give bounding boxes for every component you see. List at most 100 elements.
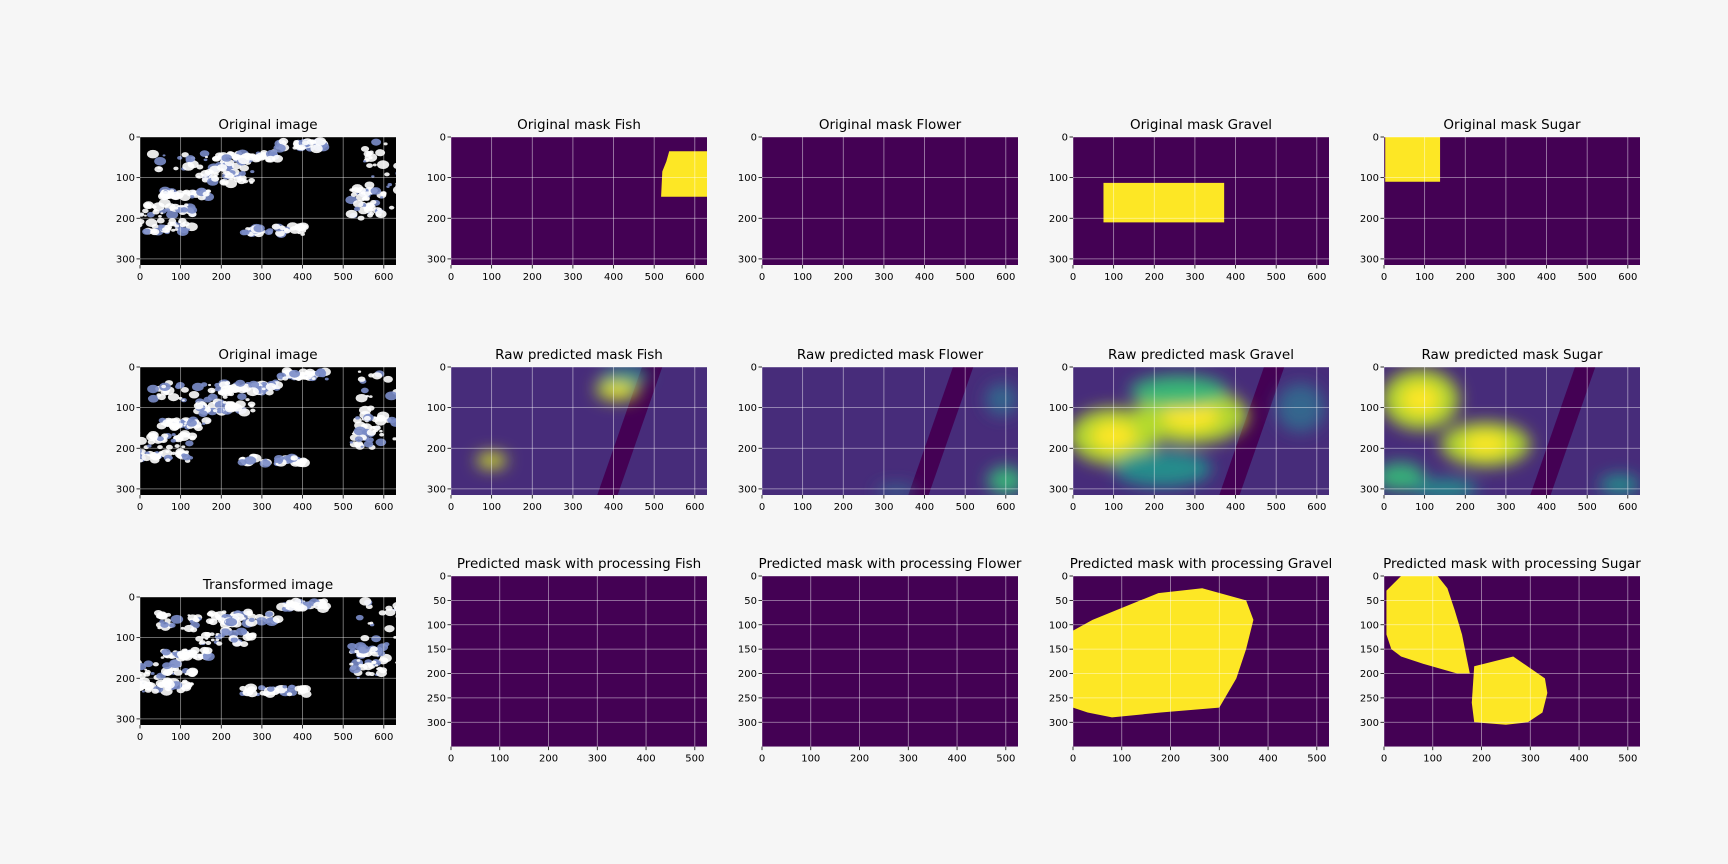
y-tick-label: 300	[116, 714, 135, 725]
cloud-patch	[368, 373, 374, 378]
cloud-patch	[358, 206, 369, 215]
cloud-patch	[123, 226, 133, 233]
x-tick-label: 300	[1496, 272, 1515, 283]
cloud-patch	[126, 205, 135, 211]
cloud-patch	[202, 422, 206, 425]
x-tick-label: 200	[212, 272, 231, 283]
cloud-patch	[154, 166, 164, 173]
cloud-patch	[284, 228, 291, 234]
cloud-patch	[116, 435, 128, 444]
cloud-patch	[401, 398, 406, 402]
y-tick-label: 300	[738, 254, 757, 265]
x-tick-label: 500	[645, 502, 664, 513]
cloud-patch	[142, 228, 151, 235]
cloud-patch	[212, 409, 218, 413]
cloud-patch	[169, 221, 177, 227]
x-tick-label: 0	[1070, 502, 1076, 513]
cloud-patch	[164, 208, 171, 212]
cloud-patch	[134, 225, 140, 229]
y-tick-label: 100	[427, 173, 446, 184]
cloud-patch	[185, 155, 196, 163]
y-tick-label: 0	[1373, 133, 1379, 144]
x-tick-label: 100	[171, 502, 190, 513]
cloud-patch	[250, 170, 255, 174]
cloud-patch	[369, 671, 375, 677]
cloud-patch	[369, 621, 374, 625]
x-tick-label: 600	[374, 502, 393, 513]
x-tick-label: 200	[212, 732, 231, 743]
cloud-patch	[140, 456, 141, 458]
cloud-patch	[395, 395, 396, 399]
subplot-title: Predicted mask with processing Sugar	[1383, 556, 1641, 572]
y-tick-label: 100	[1360, 403, 1379, 414]
y-tick-label: 150	[1049, 645, 1068, 656]
cloud-patch	[375, 209, 387, 219]
y-tick-label: 100	[116, 633, 135, 644]
cloud-patch	[180, 227, 189, 234]
cloud-patch	[396, 193, 403, 198]
cloud-patch	[150, 672, 155, 675]
cloud-patch	[235, 379, 246, 387]
x-tick-label: 400	[1259, 754, 1278, 765]
y-tick-label: 200	[116, 444, 135, 455]
cloud-patch	[360, 445, 364, 448]
cloud-patch	[118, 433, 122, 436]
cloud-patch	[155, 451, 159, 454]
cloud-patch	[236, 177, 247, 185]
cloud-patch	[158, 215, 162, 218]
cloud-patch	[395, 605, 396, 608]
activation-core	[1463, 433, 1508, 456]
plot-area	[1384, 576, 1640, 747]
cloud-patch	[395, 437, 396, 441]
y-tick-label: 0	[751, 133, 757, 144]
y-tick-label: 50	[744, 596, 757, 607]
cloud-patch	[140, 448, 142, 454]
cloud-patch	[241, 229, 250, 236]
raw-background	[762, 367, 1018, 495]
cloud-patch	[147, 394, 159, 403]
cloud-patch	[392, 602, 396, 609]
x-tick-label: 600	[685, 502, 704, 513]
cloud-patch	[358, 405, 372, 415]
cloud-patch	[181, 399, 185, 402]
y-tick-label: 0	[129, 593, 135, 604]
subplot-title: Original mask Fish	[517, 117, 641, 133]
cloud-patch	[210, 389, 215, 393]
cloud-patch	[184, 450, 189, 454]
cloud-patch	[180, 386, 189, 393]
cloud-patch	[350, 192, 357, 197]
cloud-patch	[279, 225, 286, 231]
cloud-patch	[152, 662, 159, 667]
cloud-patch	[302, 140, 309, 146]
subplot-3: 0 100 200 300 400 500 600 0 100 200 300 Original ma…	[738, 117, 1018, 283]
raw-background	[451, 367, 707, 495]
cloud-patch	[354, 649, 360, 654]
cloud-patch	[403, 386, 409, 390]
subplot-12: 0 100 200 300 400 500 0 50 100 150 200 250 300 Predic…	[427, 556, 707, 765]
cloud-patch	[363, 160, 367, 163]
cloud-patch	[292, 461, 298, 465]
cloud-patch	[160, 621, 169, 628]
cloud-patch	[400, 180, 405, 184]
cloud-patch	[173, 417, 181, 423]
cloud-patch	[144, 668, 148, 671]
cloud-patch	[243, 688, 254, 696]
cloud-patch	[294, 685, 303, 692]
x-tick-label: 500	[956, 272, 975, 283]
cloud-patch	[164, 655, 169, 658]
cloud-patch	[267, 686, 275, 692]
cloud-patch	[249, 403, 255, 408]
cloud-patch	[360, 191, 366, 195]
cloud-patch	[150, 228, 160, 236]
cloud-patch	[208, 383, 212, 387]
cloud-patch	[378, 667, 388, 674]
cloud-patch	[174, 444, 180, 448]
cloud-patch	[151, 688, 159, 694]
x-tick-label: 0	[1381, 502, 1387, 513]
cloud-patch	[119, 434, 123, 437]
cloud-patch	[130, 434, 133, 436]
cloud-patch	[320, 373, 326, 378]
cloud-patch	[370, 187, 382, 195]
x-tick-label: 0	[448, 272, 454, 283]
cloud-patch	[379, 432, 385, 437]
